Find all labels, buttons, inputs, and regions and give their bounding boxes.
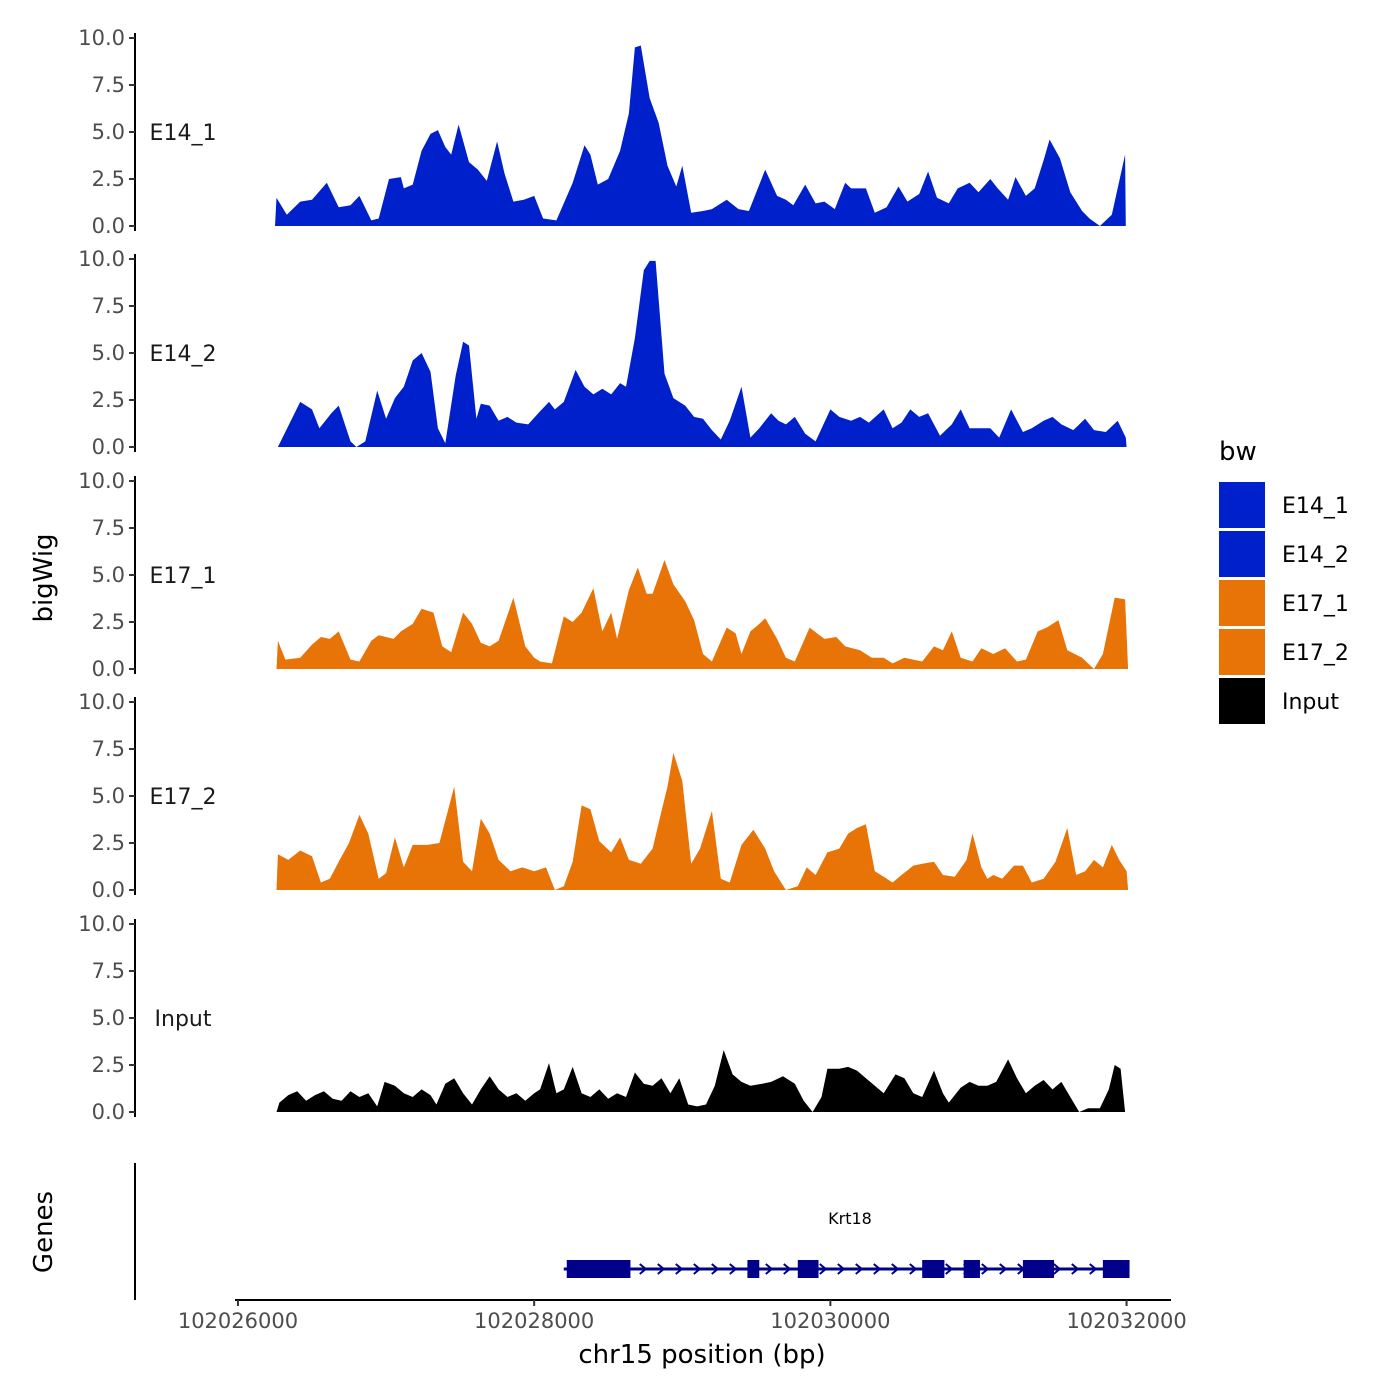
gene-model <box>563 1260 1130 1278</box>
strand-arrow <box>657 1263 666 1275</box>
gene-exon <box>1102 1260 1130 1278</box>
area-E17_2 <box>276 752 1129 890</box>
strand-arrow <box>1071 1263 1080 1275</box>
y-tick-label: 0.0 <box>92 435 125 459</box>
legend-swatch-E14_2 <box>1219 531 1265 577</box>
gene-exon <box>922 1260 945 1278</box>
strand-arrow <box>999 1263 1008 1275</box>
y-tick-label: 2.5 <box>92 1053 125 1077</box>
y-tick-label: 5.0 <box>92 563 125 587</box>
gene-exon <box>566 1260 631 1278</box>
strand-arrow <box>891 1263 900 1275</box>
y-tick-label: 10.0 <box>78 690 125 714</box>
legend-label: E17_2 <box>1282 641 1349 666</box>
area-E14_1 <box>275 45 1126 226</box>
area-E14_2 <box>275 260 1127 447</box>
strand-arrow <box>873 1263 882 1275</box>
x-axis: chr15 position (bp) 102026000 102028000 10… <box>178 1299 1187 1370</box>
strand-arrow <box>981 1263 990 1275</box>
area-Input <box>276 1050 1126 1112</box>
legend-swatch-Input <box>1219 678 1265 724</box>
track-label: E17_2 <box>150 785 217 810</box>
y-axis-title: bigWig <box>29 533 59 622</box>
track-label: E14_1 <box>150 121 217 146</box>
strand-arrow <box>639 1263 648 1275</box>
x-tick-label: 102032000 <box>1066 1309 1186 1333</box>
legend-swatch-E17_2 <box>1219 629 1265 675</box>
y-tick-label: 2.5 <box>92 167 125 191</box>
y-tick-label: 10.0 <box>78 247 125 271</box>
y-tick-label: 2.5 <box>92 610 125 634</box>
y-tick-label: 7.5 <box>92 959 125 983</box>
area-E17_1 <box>276 560 1129 669</box>
legend-label: Input <box>1282 690 1339 715</box>
track-label: E17_1 <box>150 564 217 589</box>
strand-arrow <box>711 1263 720 1275</box>
track-E14_1: 0.0 2.5 5.0 7.5 10.0 E14_1 <box>78 26 1126 238</box>
legend-label: E14_2 <box>1282 543 1349 568</box>
gene-label: Krt18 <box>828 1209 872 1228</box>
y-tick-label: 7.5 <box>92 294 125 318</box>
y-tick-label: 5.0 <box>92 341 125 365</box>
track-E14_2: 0.0 2.5 5.0 7.5 10.0 E14_2 <box>78 247 1127 459</box>
y-tick-label: 7.5 <box>92 516 125 540</box>
genes-panel: Genes Krt18 <box>29 1163 1130 1300</box>
legend-swatch-E14_1 <box>1219 482 1265 528</box>
legend-title: bw <box>1219 437 1257 467</box>
strand-arrow <box>729 1263 738 1275</box>
strand-arrow <box>945 1263 954 1275</box>
track-label: Input <box>155 1007 212 1032</box>
strand-arrow <box>765 1263 774 1275</box>
legend-label: E17_1 <box>1282 592 1349 617</box>
track-E17_2: 0.0 2.5 5.0 7.5 10.0 E17_2 <box>78 690 1129 902</box>
x-tick-label: 102030000 <box>770 1309 890 1333</box>
tracks-layer: 0.0 2.5 5.0 7.5 10.0 E14_1 0.0 2.5 5.0 7.5 10.0 E14… <box>78 26 1129 1124</box>
y-tick-label: 5.0 <box>92 1006 125 1030</box>
y-tick-label: 0.0 <box>92 214 125 238</box>
y-tick-label: 7.5 <box>92 73 125 97</box>
y-tick-label: 5.0 <box>92 784 125 808</box>
strand-arrow <box>819 1263 828 1275</box>
y-tick-label: 2.5 <box>92 831 125 855</box>
y-tick-label: 0.0 <box>92 657 125 681</box>
y-tick-label: 10.0 <box>78 469 125 493</box>
legend-label: E14_1 <box>1282 494 1349 519</box>
genes-axis-title: Genes <box>29 1191 59 1273</box>
gene-exon <box>1022 1260 1054 1278</box>
y-tick-label: 0.0 <box>92 878 125 902</box>
strand-arrow <box>693 1263 702 1275</box>
y-tick-label: 5.0 <box>92 120 125 144</box>
gene-exon <box>963 1260 980 1278</box>
strand-arrow <box>855 1263 864 1275</box>
x-tick-label: 102028000 <box>474 1309 594 1333</box>
strand-arrow <box>675 1263 684 1275</box>
strand-arrow <box>1089 1263 1098 1275</box>
legend: bw E14_1 E14_2 E17_1 E17_2 Input <box>1219 437 1349 724</box>
strand-arrow <box>837 1263 846 1275</box>
y-tick-label: 10.0 <box>78 912 125 936</box>
y-tick-label: 0.0 <box>92 1100 125 1124</box>
gene-exon <box>747 1260 760 1278</box>
track-Input: 0.0 2.5 5.0 7.5 10.0 Input <box>78 912 1126 1124</box>
y-tick-label: 7.5 <box>92 737 125 761</box>
x-axis-title: chr15 position (bp) <box>578 1340 825 1370</box>
strand-arrow <box>1053 1263 1062 1275</box>
x-tick-label: 102026000 <box>178 1309 298 1333</box>
legend-swatch-E17_1 <box>1219 580 1265 626</box>
y-tick-label: 10.0 <box>78 26 125 50</box>
strand-arrow <box>783 1263 792 1275</box>
track-label: E14_2 <box>150 342 217 367</box>
strand-arrow <box>909 1263 918 1275</box>
track-E17_1: 0.0 2.5 5.0 7.5 10.0 E17_1 <box>78 469 1129 681</box>
gene-exon <box>797 1260 819 1278</box>
y-tick-label: 2.5 <box>92 388 125 412</box>
